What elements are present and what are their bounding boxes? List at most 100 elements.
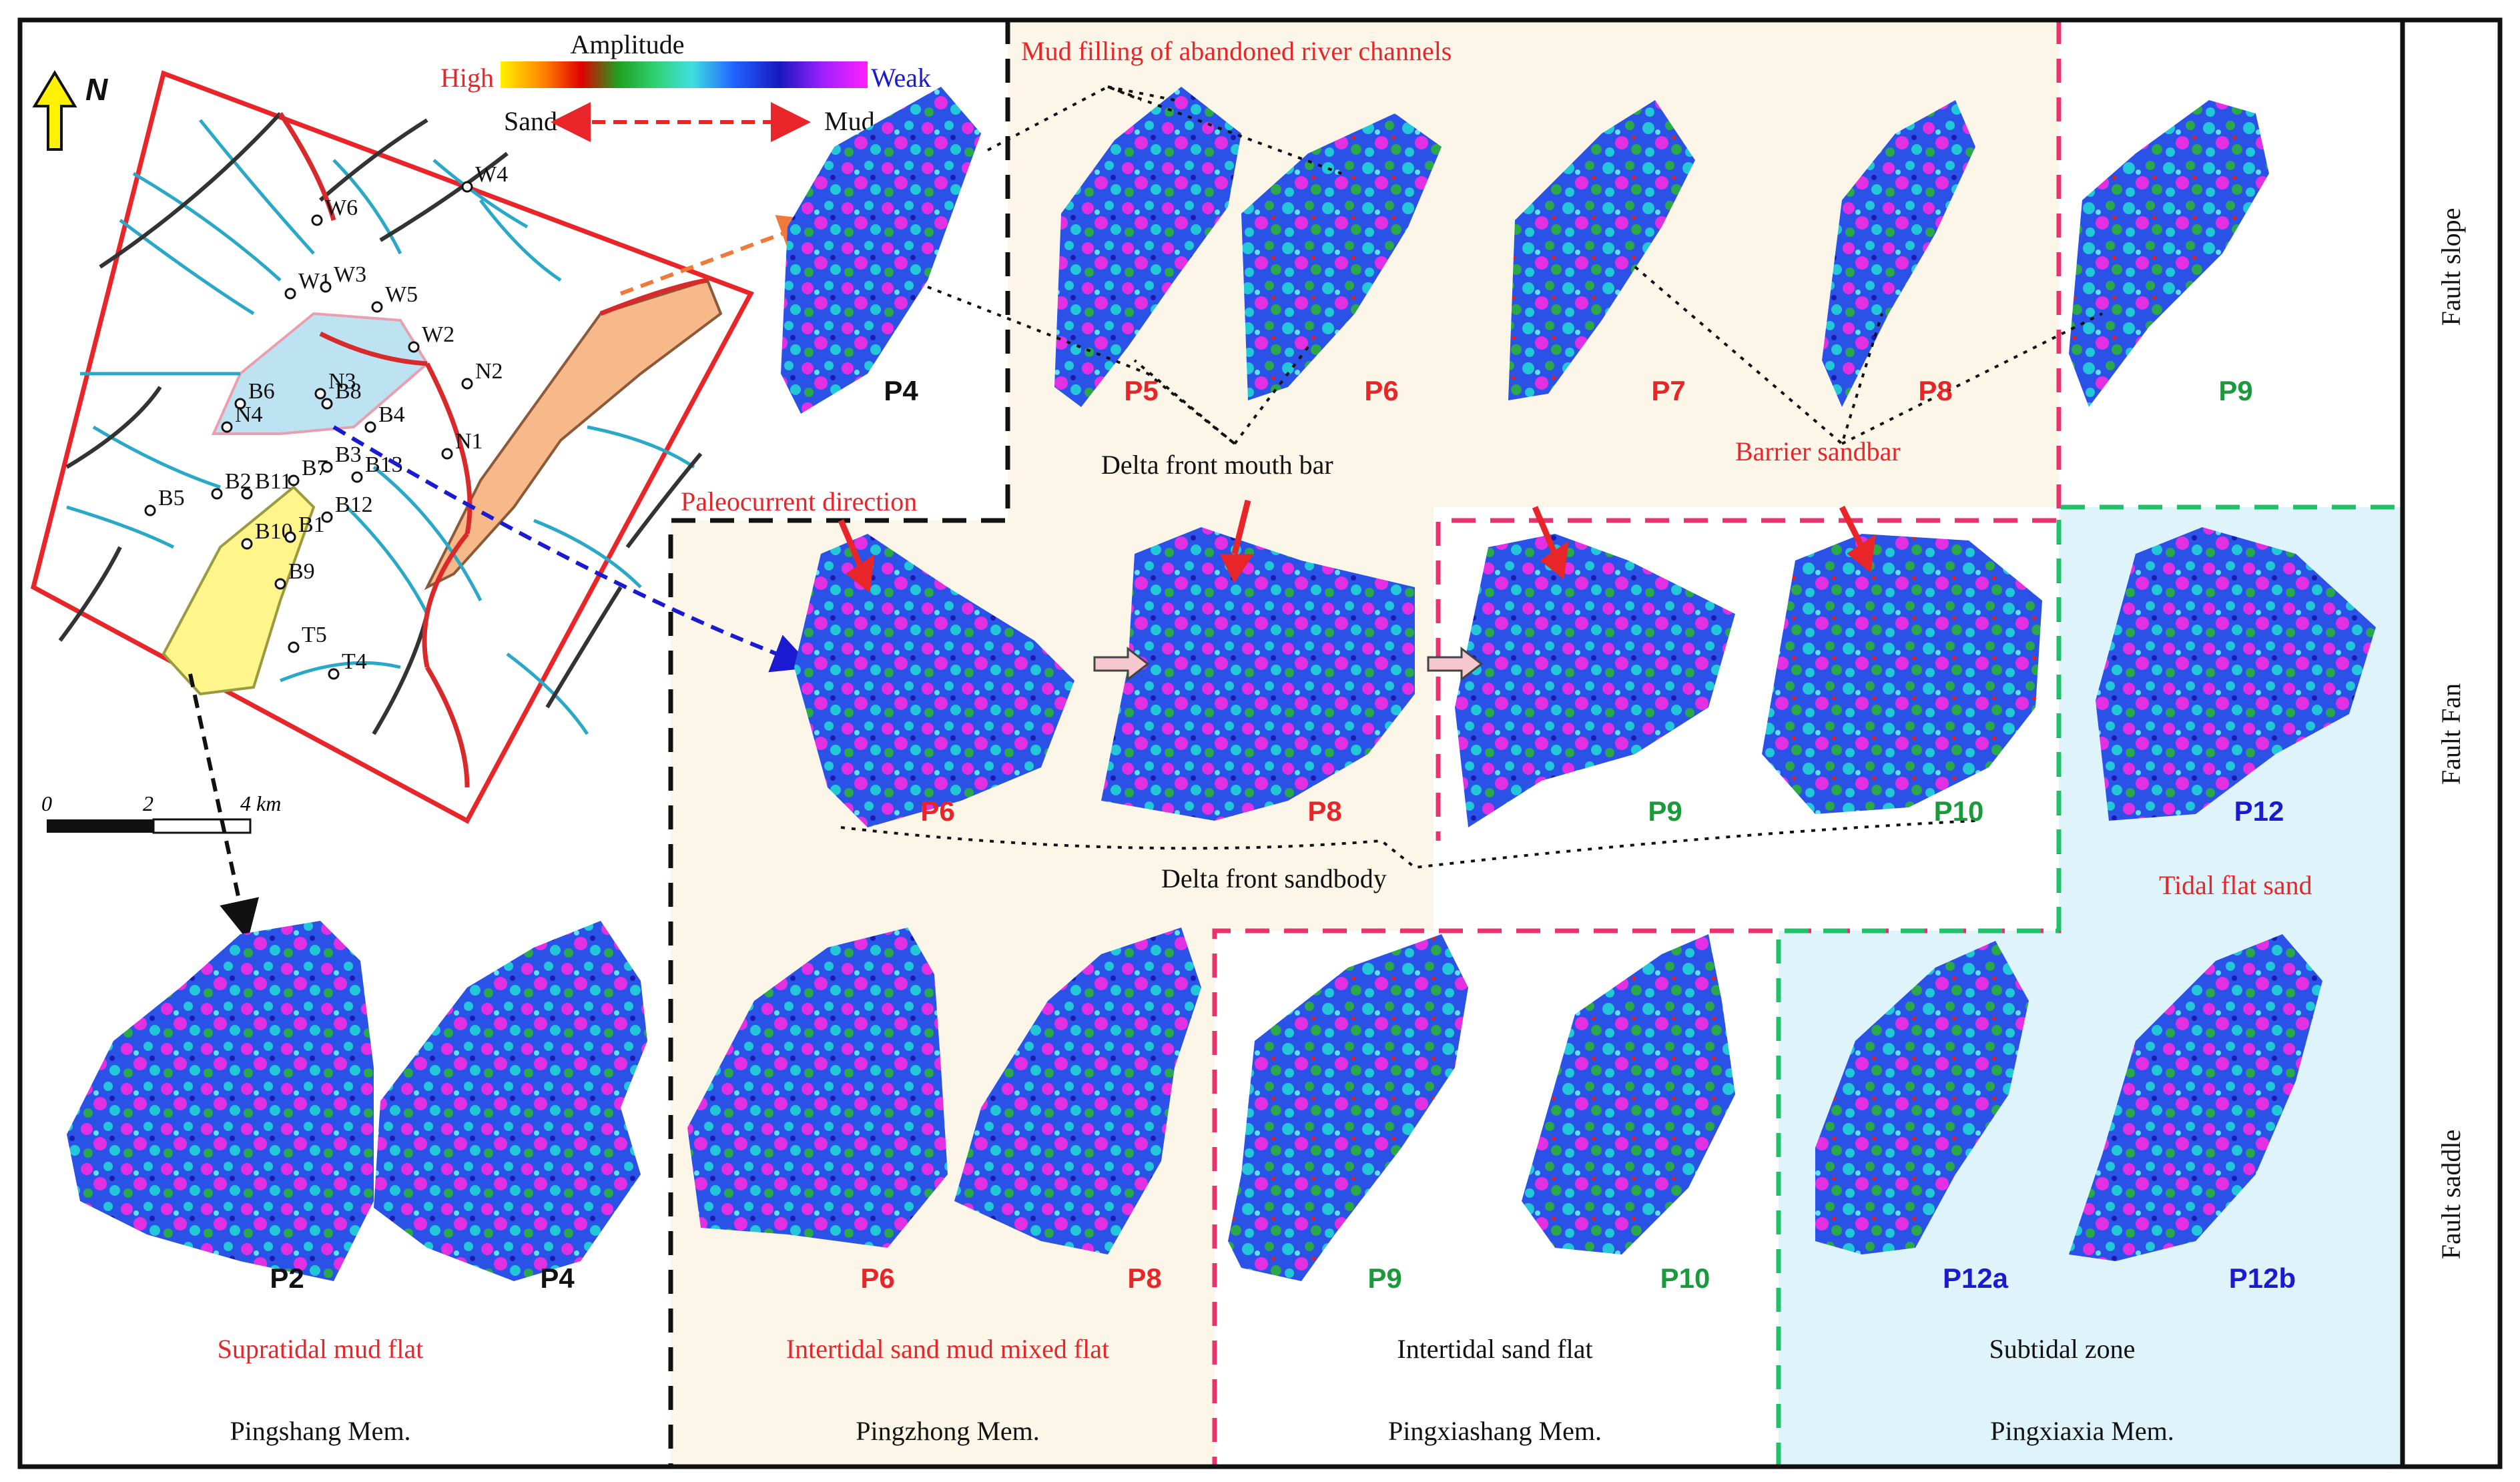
map-scale-bar: 0 2 4 km — [41, 791, 281, 834]
panel-label-top-p5: P5 — [1124, 375, 1158, 406]
panel-labels: P4 P5 P6 P7 P8 P9 P6 P8 P9 P10 P12 P2 P4 P6 P8 P9 P10 P12… — [270, 375, 2296, 1294]
paleocurrent-arrow-2 — [1231, 499, 1251, 555]
map-connectors — [188, 215, 820, 941]
panel-bot-p2 — [67, 921, 374, 1281]
well-marker — [211, 488, 223, 500]
well-label: W5 — [385, 282, 418, 307]
scale-bar-dark — [47, 819, 153, 833]
panel-label-bottom-p9: P9 — [1367, 1262, 1401, 1294]
side-labels: Fault slope Fault Fan Fault saddle — [2436, 208, 2466, 1260]
well-marker — [461, 181, 473, 193]
hollow-arrow-1 — [1093, 646, 1150, 682]
panel-label-middle-p9: P9 — [1648, 795, 1682, 827]
paleocurrent-arrows — [838, 499, 1876, 593]
annotation-lines — [840, 85, 2103, 869]
paleocurrent-arrowhead-2 — [1219, 554, 1254, 583]
well-label: W2 — [422, 322, 454, 347]
map-faults — [58, 111, 703, 735]
dashed-boundaries — [668, 20, 2403, 1467]
well-label: N4 — [235, 402, 263, 427]
black-connector — [188, 673, 259, 941]
well-label: B9 — [288, 559, 315, 584]
well-label: B1 — [298, 512, 325, 537]
weak-label: Weak — [871, 63, 931, 93]
north-label: N — [85, 72, 108, 107]
panel-label-bottom-p8: P8 — [1127, 1262, 1161, 1294]
paleocurrent-arrowhead-1 — [846, 554, 875, 593]
well-marker — [221, 421, 233, 433]
member-pingshang: Pingshang Mem. — [230, 1416, 410, 1446]
paleocurrent-arrow-1 — [838, 519, 864, 569]
well-label: W6 — [325, 196, 358, 220]
panel-bot-p8 — [954, 928, 1201, 1254]
pink-dash-upper — [1436, 20, 2062, 841]
side-fault-saddle: Fault saddle — [2436, 1130, 2466, 1259]
well-marker — [328, 668, 340, 680]
well-label: B12 — [335, 492, 373, 517]
paleocurrent-arrowhead-4 — [1847, 534, 1876, 573]
member-labels: Pingshang Mem. Pingzhong Mem. Pingxiasha… — [230, 1416, 2174, 1446]
panel-mid-p9 — [1455, 534, 1735, 827]
member-pingxiaxia: Pingxiaxia Mem. — [1990, 1416, 2174, 1446]
scale-label-4: 4 km — [240, 791, 281, 815]
panel-bot-p4 — [374, 921, 647, 1281]
orange-connector — [619, 215, 820, 296]
well-label: T5 — [302, 623, 327, 647]
paleocurrent-label: Paleocurrent direction — [681, 486, 917, 516]
map-frame — [30, 70, 754, 824]
panel-label-middle-p8: P8 — [1307, 795, 1341, 827]
amplitude-colorbar — [501, 61, 868, 88]
panel-label-top-p6: P6 — [1364, 375, 1398, 406]
black-dash-boundary — [668, 20, 1010, 1467]
panel-label-top-p8: P8 — [1918, 375, 1952, 406]
well-label: B3 — [335, 442, 362, 467]
panel-label-top-p4: P4 — [884, 375, 918, 406]
panel-top-p9 — [2069, 100, 2269, 407]
well-marker — [314, 388, 326, 400]
panel-label-middle-p10: P10 — [1934, 795, 1984, 827]
well-marker — [461, 378, 473, 390]
map-blue-area — [211, 312, 429, 435]
well-marker — [321, 461, 333, 473]
barrier-sandbar-label: Barrier sandbar — [1735, 436, 1901, 466]
panel-mid-p12 — [2096, 527, 2376, 821]
well-label: W4 — [475, 162, 508, 187]
well-marker — [441, 448, 453, 460]
scale-label-2: 2 — [143, 791, 153, 815]
paleocurrent-arrow-3 — [1532, 506, 1558, 555]
panel-label-middle-p6: P6 — [920, 795, 954, 827]
well-marker — [234, 398, 246, 410]
well-label: B5 — [158, 486, 185, 510]
north-arrow: N — [32, 70, 108, 151]
panel-mid-p8 — [1101, 527, 1415, 821]
tidal-flat-sand-label: Tidal flat sand — [2159, 870, 2312, 900]
delta-sandbody-label: Delta front sandbody — [1161, 863, 1387, 893]
facies-subtidal: Subtidal zone — [1989, 1334, 2136, 1364]
mouth-bar-label: Delta front mouth bar — [1101, 450, 1333, 480]
panel-mid-p10 — [1762, 534, 2042, 814]
well-marker — [351, 471, 363, 483]
panel-bot-p12a — [1815, 941, 2029, 1254]
panel-top-p4 — [781, 87, 981, 414]
scale-bar-light — [152, 818, 252, 834]
amplitude-label: Amplitude — [570, 29, 684, 59]
sand-label: Sand — [504, 106, 557, 136]
panel-label-top-p7: P7 — [1651, 375, 1685, 406]
well-marker — [284, 288, 296, 300]
hollow-arrow-2 — [1427, 646, 1484, 682]
well-marker — [371, 301, 383, 313]
panel-top-p8 — [1822, 100, 1975, 407]
well-marker — [311, 214, 323, 226]
panel-bot-p6 — [687, 928, 948, 1248]
well-marker — [321, 511, 333, 523]
well-label: B4 — [378, 402, 405, 427]
well-marker — [241, 538, 253, 550]
well-marker — [288, 641, 300, 653]
well-label: B8 — [335, 379, 362, 404]
panel-label-bottom-p12b: P12b — [2229, 1262, 2296, 1294]
panel-label-bottom-p4: P4 — [540, 1262, 575, 1294]
panel-bot-p10 — [1522, 934, 1735, 1254]
panel-bot-p9 — [1228, 934, 1468, 1281]
